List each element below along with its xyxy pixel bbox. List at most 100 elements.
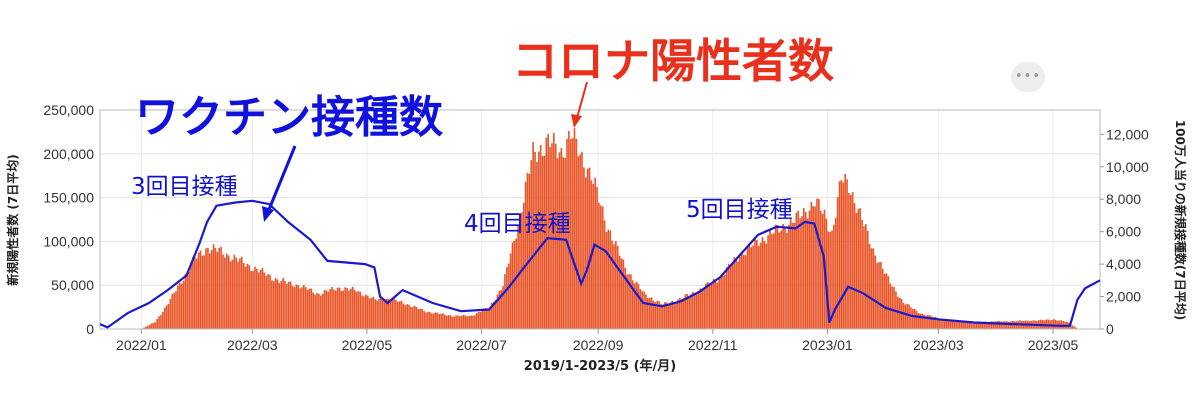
positive-cases-bar bbox=[859, 208, 862, 329]
positive-cases-bar bbox=[293, 287, 296, 329]
positive-cases-bar bbox=[673, 301, 675, 329]
x-tick-label: 2023/03 bbox=[913, 337, 964, 353]
positive-cases-bar bbox=[656, 300, 659, 329]
positive-cases-bar bbox=[883, 273, 886, 329]
positive-cases-bar bbox=[554, 143, 557, 329]
positive-cases-bar bbox=[308, 288, 311, 329]
positive-cases-bar bbox=[639, 289, 642, 329]
positive-cases-bar bbox=[145, 326, 147, 329]
positive-cases-bar bbox=[547, 134, 549, 329]
left-tick-label: 250,000 bbox=[43, 102, 94, 118]
positive-cases-bar bbox=[156, 318, 159, 329]
positive-cases-bar bbox=[329, 289, 331, 329]
positive-cases-bar bbox=[443, 314, 446, 329]
positive-cases-bar bbox=[271, 280, 273, 329]
x-tick-label: 2022/11 bbox=[688, 337, 738, 353]
more-options-button[interactable]: ••• bbox=[1011, 62, 1045, 92]
positive-cases-bar bbox=[795, 212, 798, 329]
positive-cases-bar bbox=[568, 130, 570, 329]
positive-cases-bar bbox=[248, 265, 251, 329]
positive-cases-bar bbox=[1004, 321, 1006, 329]
positive-cases-bar bbox=[581, 151, 583, 329]
positive-cases-bar bbox=[750, 247, 753, 329]
right-axis-title: 100万人当りの新規接種数(7日平均) bbox=[1173, 120, 1188, 320]
positive-cases-bar bbox=[158, 316, 160, 329]
positive-cases-bar bbox=[509, 253, 512, 329]
positive-cases-bar bbox=[712, 278, 715, 329]
positive-cases-bar bbox=[498, 290, 501, 329]
positive-cases-bar bbox=[479, 312, 482, 329]
positive-cases-bar bbox=[838, 181, 841, 329]
positive-cases-bar bbox=[891, 286, 893, 329]
positive-cases-bar bbox=[393, 298, 395, 329]
positive-cases-bar bbox=[263, 272, 266, 329]
positive-cases-bar bbox=[1009, 321, 1012, 329]
positive-cases-bar bbox=[744, 255, 747, 329]
right-tick-label: 6,000 bbox=[1106, 224, 1141, 240]
positive-cases-bar bbox=[408, 304, 410, 329]
positive-cases-bar bbox=[425, 312, 427, 329]
arrow-positive-head bbox=[571, 114, 582, 128]
positive-cases-bar bbox=[209, 253, 211, 329]
positive-cases-bar bbox=[316, 293, 318, 329]
positive-cases-bar bbox=[494, 300, 497, 329]
bar-series bbox=[100, 128, 1078, 329]
arrow-vaccine bbox=[262, 145, 297, 222]
positive-cases-bar bbox=[827, 231, 830, 329]
positive-cases-bar bbox=[447, 315, 450, 329]
positive-cases-bar bbox=[406, 304, 409, 329]
positive-cases-bar bbox=[400, 300, 403, 329]
positive-cases-bar bbox=[1007, 321, 1010, 329]
positive-cases-bar bbox=[419, 308, 422, 329]
positive-cases-bar bbox=[368, 298, 371, 329]
positive-cases-bar bbox=[633, 283, 636, 329]
positive-cases-bar bbox=[361, 295, 363, 329]
positive-cases-bar bbox=[536, 162, 538, 329]
positive-cases-bar bbox=[904, 304, 907, 329]
positive-cases-bar bbox=[269, 274, 271, 329]
positive-cases-bar bbox=[878, 262, 880, 329]
right-tick-label: 0 bbox=[1106, 321, 1114, 337]
positive-cases-bar bbox=[558, 152, 561, 329]
positive-cases-bar bbox=[834, 217, 837, 329]
positive-cases-bar bbox=[504, 274, 506, 329]
positive-cases-bar bbox=[566, 138, 568, 329]
positive-cases-bar bbox=[303, 284, 305, 329]
positive-cases-bar bbox=[231, 259, 234, 329]
positive-cases-bar bbox=[522, 202, 525, 329]
positive-cases-bar bbox=[816, 198, 818, 329]
positive-cases-bar bbox=[872, 248, 875, 329]
positive-cases-bar bbox=[787, 225, 790, 329]
positive-cases-bar bbox=[804, 211, 807, 329]
positive-cases-bar bbox=[468, 315, 471, 329]
positive-cases-bar bbox=[353, 289, 356, 329]
positive-cases-bar bbox=[218, 247, 221, 329]
positive-cases-bar bbox=[955, 320, 957, 329]
positive-cases-bar bbox=[613, 244, 615, 329]
positive-cases-bar bbox=[556, 158, 559, 329]
positive-cases-bar bbox=[844, 174, 846, 329]
annotation-vaccine-count: ワクチン接種数 bbox=[135, 92, 443, 143]
left-axis-ticks: 0 50,000 100,000 150,000 200,000 250,000 bbox=[43, 102, 94, 337]
positive-cases-bar bbox=[331, 286, 333, 329]
positive-cases-bar bbox=[756, 239, 758, 329]
positive-cases-bar bbox=[224, 257, 226, 329]
positive-cases-bar bbox=[947, 320, 950, 329]
positive-cases-bar bbox=[464, 315, 467, 329]
positive-cases-bar bbox=[731, 263, 734, 329]
positive-cases-bar bbox=[201, 255, 204, 329]
positive-cases-bar bbox=[282, 278, 284, 329]
positive-cases-bar bbox=[445, 315, 448, 329]
positive-cases-bar bbox=[586, 168, 589, 329]
positive-cases-bar bbox=[453, 316, 456, 329]
positive-cases-bar bbox=[622, 259, 625, 329]
positive-cases-bar bbox=[874, 255, 877, 329]
positive-cases-bar bbox=[274, 278, 277, 329]
positive-cases-bar bbox=[177, 285, 179, 329]
positive-cases-bar bbox=[515, 238, 518, 329]
positive-cases-bar bbox=[643, 291, 645, 329]
positive-cases-bar bbox=[917, 313, 920, 329]
positive-cases-bar bbox=[803, 208, 805, 329]
positive-cases-bar bbox=[778, 232, 781, 329]
x-tick-label: 2023/05 bbox=[1028, 337, 1079, 353]
